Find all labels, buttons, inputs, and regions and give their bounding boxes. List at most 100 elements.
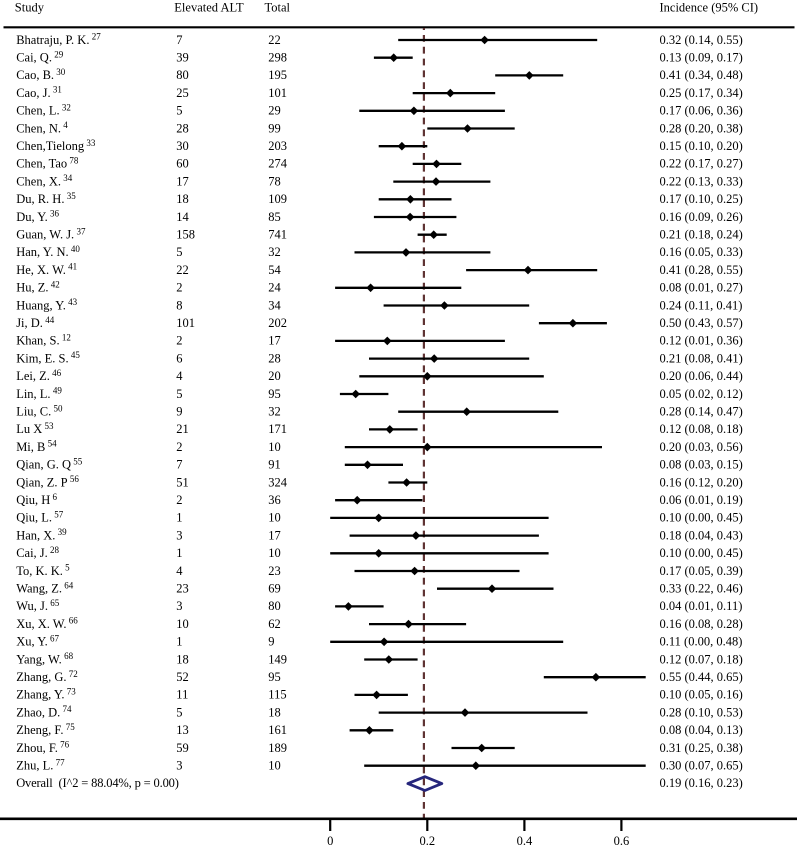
svg-text:Zheng, F. 75: Zheng, F. 75	[16, 722, 75, 737]
svg-text:0.32 (0.14, 0.55): 0.32 (0.14, 0.55)	[660, 33, 743, 47]
svg-text:23: 23	[268, 564, 281, 578]
svg-text:17: 17	[268, 334, 281, 348]
svg-text:0.15 (0.10, 0.20): 0.15 (0.10, 0.20)	[660, 139, 743, 153]
svg-text:28: 28	[268, 351, 281, 365]
svg-text:1: 1	[176, 511, 182, 525]
svg-text:Study: Study	[15, 1, 45, 15]
svg-text:59: 59	[176, 741, 189, 755]
svg-text:22: 22	[176, 263, 189, 277]
svg-text:Chen,Tielong 33: Chen,Tielong 33	[16, 138, 96, 153]
svg-text:0.33 (0.22, 0.46): 0.33 (0.22, 0.46)	[660, 582, 743, 596]
svg-text:Qiu, L. 57: Qiu, L. 57	[16, 510, 64, 525]
svg-text:Overall (I^2 = 88.04%, p = 0.: Overall (I^2 = 88.04%, p = 0.00)	[16, 776, 179, 790]
svg-text:0.24 (0.11, 0.41): 0.24 (0.11, 0.41)	[660, 298, 743, 312]
svg-text:18: 18	[268, 705, 281, 719]
svg-text:Incidence (95% CI): Incidence (95% CI)	[660, 1, 759, 15]
svg-text:2: 2	[176, 334, 182, 348]
svg-text:0.20 (0.03, 0.56): 0.20 (0.03, 0.56)	[660, 440, 743, 454]
svg-text:1: 1	[176, 546, 182, 560]
svg-text:95: 95	[268, 387, 281, 401]
svg-text:18: 18	[176, 192, 189, 206]
svg-text:99: 99	[268, 121, 281, 135]
svg-text:52: 52	[176, 670, 189, 684]
svg-text:203: 203	[268, 139, 287, 153]
svg-text:Yang, W. 68: Yang, W. 68	[16, 651, 73, 666]
svg-text:0.4: 0.4	[517, 834, 533, 848]
svg-text:0.10 (0.05, 0.16): 0.10 (0.05, 0.16)	[660, 688, 743, 702]
svg-text:78: 78	[268, 174, 281, 188]
svg-text:Wang, Z. 64: Wang, Z. 64	[16, 580, 74, 595]
svg-text:Han, X. 39: Han, X. 39	[16, 527, 67, 542]
svg-text:0.06 (0.01, 0.19): 0.06 (0.01, 0.19)	[660, 493, 743, 507]
svg-text:0.16 (0.09, 0.26): 0.16 (0.09, 0.26)	[660, 210, 743, 224]
svg-text:0.22 (0.13, 0.33): 0.22 (0.13, 0.33)	[660, 174, 743, 188]
svg-text:4: 4	[176, 369, 183, 383]
svg-text:32: 32	[268, 405, 281, 419]
svg-text:80: 80	[268, 599, 281, 613]
svg-text:25: 25	[176, 86, 189, 100]
svg-text:Zhang, Y. 73: Zhang, Y. 73	[16, 687, 76, 702]
svg-text:29: 29	[268, 104, 281, 118]
svg-text:101: 101	[268, 86, 287, 100]
svg-text:2: 2	[176, 281, 182, 295]
svg-text:Guan, W. J. 37: Guan, W. J. 37	[16, 226, 86, 241]
svg-text:0.6: 0.6	[614, 834, 630, 848]
svg-text:11: 11	[176, 688, 188, 702]
svg-text:0.50 (0.43, 0.57): 0.50 (0.43, 0.57)	[660, 316, 743, 330]
svg-text:5: 5	[176, 104, 182, 118]
svg-text:7: 7	[176, 33, 182, 47]
svg-text:5: 5	[176, 387, 182, 401]
svg-text:Khan, S. 12: Khan, S. 12	[16, 333, 71, 348]
svg-text:0.28 (0.10, 0.53): 0.28 (0.10, 0.53)	[660, 705, 743, 719]
svg-text:13: 13	[176, 723, 189, 737]
svg-text:10: 10	[176, 617, 189, 631]
svg-text:Zhu, L. 77: Zhu, L. 77	[16, 757, 65, 772]
svg-text:Elevated ALT: Elevated ALT	[174, 1, 244, 15]
svg-text:2: 2	[176, 440, 182, 454]
svg-text:0.21 (0.08, 0.41): 0.21 (0.08, 0.41)	[660, 351, 743, 365]
svg-text:Xu, X. W. 66: Xu, X. W. 66	[16, 616, 78, 631]
svg-text:158: 158	[176, 228, 195, 242]
svg-text:95: 95	[268, 670, 281, 684]
svg-text:5: 5	[176, 245, 182, 259]
svg-text:10: 10	[268, 759, 281, 773]
svg-text:Zhao, D. 74: Zhao, D. 74	[16, 704, 72, 719]
svg-text:4: 4	[176, 564, 183, 578]
svg-text:0.16 (0.05, 0.33): 0.16 (0.05, 0.33)	[660, 245, 743, 259]
svg-text:Zhou, F. 76: Zhou, F. 76	[16, 740, 69, 755]
svg-text:0.21 (0.18, 0.24): 0.21 (0.18, 0.24)	[660, 228, 743, 242]
svg-text:Qian, G. Q 55: Qian, G. Q 55	[16, 456, 83, 471]
svg-text:Chen, Tao 78: Chen, Tao 78	[16, 156, 79, 171]
svg-text:80: 80	[176, 68, 189, 82]
svg-text:He, X. W. 41: He, X. W. 41	[16, 262, 77, 277]
svg-text:115: 115	[268, 688, 286, 702]
svg-text:Chen, X. 34: Chen, X. 34	[16, 173, 73, 188]
svg-text:1: 1	[176, 635, 182, 649]
svg-text:Qiu, H 6: Qiu, H 6	[16, 492, 57, 507]
svg-text:85: 85	[268, 210, 281, 224]
svg-text:39: 39	[176, 51, 189, 65]
svg-text:Huang, Y. 43: Huang, Y. 43	[16, 297, 77, 312]
svg-text:0.04 (0.01, 0.11): 0.04 (0.01, 0.11)	[660, 599, 743, 613]
svg-text:17: 17	[268, 528, 281, 542]
svg-text:Chen, N. 4: Chen, N. 4	[16, 120, 68, 135]
svg-text:14: 14	[176, 210, 189, 224]
svg-text:202: 202	[268, 316, 287, 330]
svg-text:5: 5	[176, 705, 182, 719]
svg-text:3: 3	[176, 759, 182, 773]
svg-text:161: 161	[268, 723, 287, 737]
svg-text:91: 91	[268, 458, 281, 472]
svg-text:195: 195	[268, 68, 287, 82]
svg-text:8: 8	[176, 298, 182, 312]
svg-text:274: 274	[268, 157, 288, 171]
svg-text:0.12 (0.08, 0.18): 0.12 (0.08, 0.18)	[660, 422, 743, 436]
svg-text:21: 21	[176, 422, 189, 436]
svg-text:Cao, B. 30: Cao, B. 30	[16, 67, 66, 82]
svg-text:54: 54	[268, 263, 281, 277]
svg-text:2: 2	[176, 493, 182, 507]
svg-text:23: 23	[176, 582, 189, 596]
svg-text:0.16 (0.12, 0.20): 0.16 (0.12, 0.20)	[660, 475, 743, 489]
svg-text:0.30 (0.07, 0.65): 0.30 (0.07, 0.65)	[660, 759, 743, 773]
svg-text:109: 109	[268, 192, 287, 206]
svg-text:0.17 (0.10, 0.25): 0.17 (0.10, 0.25)	[660, 192, 743, 206]
